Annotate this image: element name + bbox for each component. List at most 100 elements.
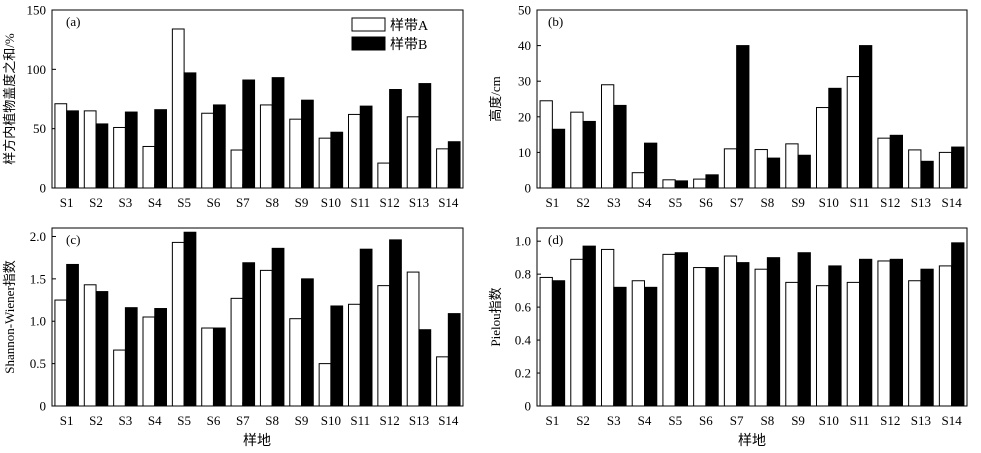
bar-transect-b — [301, 99, 314, 189]
bar-transect-a — [289, 118, 303, 189]
bar-transect-a — [171, 28, 185, 189]
x-tick-label: S12 — [379, 413, 399, 428]
y-tick-label: 0.8 — [515, 267, 531, 282]
x-tick-label: S10 — [321, 413, 341, 428]
y-tick-label: 1.0 — [30, 314, 46, 329]
bar-transect-a — [846, 76, 861, 189]
y-tick-label: 1.0 — [515, 234, 531, 249]
x-tick-label: S1 — [60, 413, 74, 428]
x-tick-label: S7 — [730, 413, 744, 428]
x-tick-label: S12 — [880, 195, 900, 210]
bar-transect-b — [920, 268, 934, 407]
x-tick-label: S13 — [409, 413, 429, 428]
bar-transect-a — [662, 179, 676, 189]
x-tick-label: S2 — [576, 195, 590, 210]
bar-transect-a — [348, 303, 361, 407]
bar-transect-b — [212, 104, 226, 189]
x-tick-label: S7 — [236, 413, 250, 428]
y-tick-label: 0.5 — [30, 356, 46, 371]
panel-tag: (a) — [66, 14, 80, 29]
bar-transect-b — [613, 286, 627, 407]
x-tick-label: S7 — [730, 195, 744, 210]
plot-frame — [536, 227, 968, 407]
legend-swatch-a — [351, 17, 386, 32]
plot-frame — [536, 9, 968, 189]
bar-transect-b — [859, 45, 873, 189]
bar-transect-b — [613, 104, 627, 189]
bar-transect-b — [582, 120, 596, 189]
y-tick-label: 100 — [27, 62, 47, 77]
bar-transect-a — [662, 253, 676, 407]
x-tick-label: S9 — [295, 195, 309, 210]
plot-frame — [51, 227, 464, 407]
x-tick-label: S5 — [668, 413, 682, 428]
bar-transect-a — [142, 316, 156, 407]
y-axis-label: Shannon-Wiener指数 — [2, 260, 17, 374]
bar-transect-a — [201, 112, 214, 189]
x-tick-label: S14 — [942, 413, 963, 428]
x-tick-label: S1 — [545, 413, 559, 428]
bar-transect-a — [436, 148, 449, 189]
bar-transect-b — [736, 45, 750, 189]
bar-transect-a — [601, 248, 615, 407]
bar-transect-a — [54, 103, 68, 189]
bar-transect-a — [877, 137, 891, 189]
bar-transect-b — [154, 109, 167, 189]
bar-transect-a — [631, 172, 646, 189]
bar-transect-b — [766, 157, 781, 189]
bar-transect-a — [631, 280, 646, 407]
y-axis-label: Pielou指数 — [488, 287, 503, 346]
x-tick-label: S10 — [819, 195, 839, 210]
y-tick-label: 0 — [40, 399, 47, 414]
bar-transect-a — [201, 327, 214, 407]
legend-label-a: 样带A — [390, 18, 429, 34]
y-tick-label: 10 — [518, 145, 531, 160]
bar-transect-b — [828, 265, 842, 407]
bar-transect-b — [418, 83, 432, 189]
x-tick-label: S9 — [295, 413, 309, 428]
bar-transect-b — [674, 252, 689, 407]
x-tick-label: S8 — [265, 195, 279, 210]
x-tick-label: S7 — [236, 195, 250, 210]
x-tick-label: S6 — [699, 413, 713, 428]
plot-frame — [51, 9, 464, 189]
x-tick-label: S5 — [177, 413, 191, 428]
bar-transect-a — [406, 116, 420, 189]
x-tick-label: S3 — [119, 413, 133, 428]
x-tick-label: S10 — [819, 413, 839, 428]
x-tick-label: S1 — [545, 195, 559, 210]
y-tick-label: 30 — [518, 74, 531, 89]
x-axis-label-left: 样地 — [243, 433, 271, 449]
bar-transect-a — [230, 297, 244, 407]
x-tick-label: S11 — [350, 413, 370, 428]
y-tick-label: 0 — [40, 181, 47, 196]
bar-transect-a — [436, 356, 449, 407]
bar-transect-b — [551, 128, 566, 189]
bar-transect-b — [389, 89, 402, 189]
x-tick-label: S6 — [699, 195, 713, 210]
x-tick-label: S4 — [638, 413, 652, 428]
x-tick-label: S5 — [177, 195, 191, 210]
bar-transect-a — [377, 162, 391, 189]
y-tick-label: 0 — [525, 181, 532, 196]
x-tick-label: S8 — [760, 195, 774, 210]
x-tick-label: S9 — [791, 413, 805, 428]
bar-transect-a — [846, 281, 861, 407]
bar-transect-a — [693, 267, 707, 407]
x-tick-label: S2 — [89, 195, 103, 210]
bar-transect-b — [644, 286, 658, 407]
x-tick-label: S2 — [89, 413, 103, 428]
y-tick-label: 2.0 — [30, 229, 46, 244]
bar-transect-b — [183, 231, 197, 407]
bar-transect-b — [418, 329, 432, 407]
bar-transect-a — [289, 318, 303, 407]
y-tick-label: 150 — [27, 3, 47, 18]
bar-transect-a — [938, 151, 953, 189]
bar-transect-a — [318, 363, 332, 407]
bar-transect-b — [705, 174, 719, 189]
x-tick-label: S14 — [438, 195, 459, 210]
bar-transect-b — [301, 278, 314, 407]
y-tick-label: 1.5 — [30, 271, 46, 286]
bar-transect-b — [889, 134, 904, 189]
x-tick-label: S13 — [911, 413, 931, 428]
